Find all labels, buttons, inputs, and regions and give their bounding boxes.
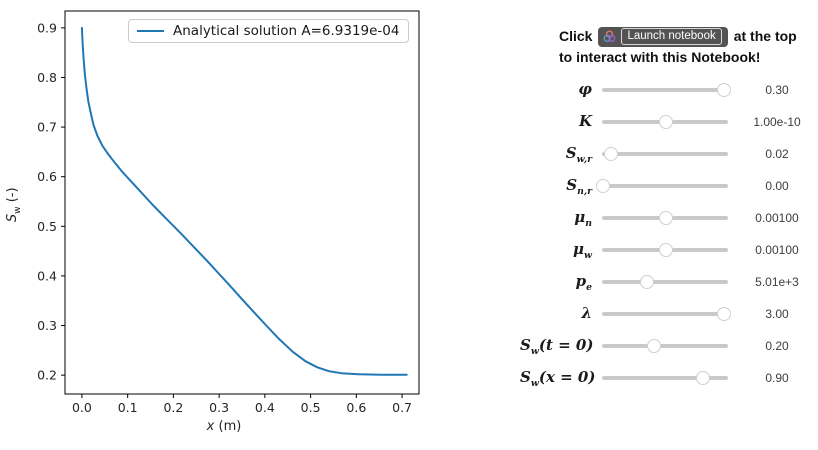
slider-handle[interactable]: [659, 243, 674, 257]
svg-text:0.9: 0.9: [37, 20, 57, 35]
svg-text:0.2: 0.2: [163, 400, 183, 415]
slider-label: K: [578, 111, 592, 130]
svg-text:0.2: 0.2: [37, 368, 57, 383]
svg-text:0.0: 0.0: [72, 400, 92, 415]
y-axis-label-unit: (-): [5, 187, 21, 207]
slider-row: K 1.00e-10: [520, 106, 818, 138]
slider-label: Sw(x = 0): [520, 367, 596, 389]
svg-text:0.7: 0.7: [37, 120, 57, 135]
slider-row: φ 0.30: [520, 74, 818, 106]
hint-line-2: to interact with this Notebook!: [559, 49, 761, 65]
svg-text:0.1: 0.1: [118, 400, 138, 415]
slider-handle[interactable]: [695, 371, 710, 385]
svg-text:0.7: 0.7: [392, 400, 412, 415]
slider-track[interactable]: [602, 211, 728, 225]
slider-value: 3.00: [765, 307, 789, 321]
slider-track[interactable]: [602, 371, 728, 385]
svg-text:0.4: 0.4: [37, 268, 57, 283]
slider-track[interactable]: [602, 307, 732, 321]
svg-text:0.5: 0.5: [37, 219, 57, 234]
slider-label: Sw(t = 0): [520, 335, 594, 357]
slider-track[interactable]: [602, 275, 728, 289]
slider-value: 1.00e-10: [753, 115, 801, 129]
slider-label: Sw,r: [565, 143, 592, 165]
svg-text:0.3: 0.3: [37, 318, 57, 333]
slider-row: λ 3.00: [520, 298, 818, 330]
analytical-solution-figure: 0.0 0.1 0.2 0.3 0.4 0.5 0.6 0.7 0.2 0.3 0.4 0.5 0.6 0…: [5, 10, 434, 434]
legend-line-sample: [137, 30, 164, 32]
parameter-sliders: φ 0.30 K 1.00e-10 Sw,r 0.02 Sn,r 0.00 μn…: [520, 74, 818, 394]
launch-notebook-badge[interactable]: Launch notebook: [598, 26, 728, 47]
slider-value: 0.30: [765, 83, 789, 97]
slider-handle[interactable]: [659, 115, 674, 129]
slider-track[interactable]: [602, 115, 728, 129]
slider-handle[interactable]: [646, 339, 661, 353]
slider-row: Sw,r 0.02: [520, 138, 818, 170]
slider-row: Sw(x = 0) 0.90: [520, 362, 818, 394]
hint-click-suffix: at the top: [733, 28, 797, 44]
slider-value: 0.00100: [755, 211, 799, 225]
x-axis-label-var: x: [206, 419, 215, 434]
legend-entry-label: Analytical solution A=6.9319e-04: [173, 23, 400, 39]
slider-label: pe: [575, 271, 592, 293]
slider-value: 0.00: [765, 179, 789, 193]
svg-text:0.5: 0.5: [301, 400, 321, 415]
slider-handle[interactable]: [603, 147, 618, 161]
slider-value: 0.90: [765, 371, 789, 385]
slider-label: φ: [578, 79, 592, 98]
slider-value: 0.00100: [755, 243, 799, 257]
y-axis-label-sub: w: [12, 206, 23, 214]
slider-label: λ: [581, 303, 592, 322]
notebook-hint-text: Click Launch notebook at the top to inte…: [559, 26, 809, 68]
svg-text:0.6: 0.6: [346, 400, 366, 415]
hint-line-1: Click Launch notebook at the top: [559, 26, 809, 47]
slider-handle[interactable]: [717, 83, 732, 97]
slider-track[interactable]: [602, 147, 728, 161]
launch-notebook-badge-label: Launch notebook: [621, 28, 722, 45]
svg-text:0.6: 0.6: [37, 169, 57, 184]
slider-row: Sn,r 0.00: [520, 170, 818, 202]
x-axis-label: x (m): [14, 419, 434, 434]
slider-handle[interactable]: [659, 211, 674, 225]
plot-legend: Analytical solution A=6.9319e-04: [128, 19, 410, 43]
slider-track[interactable]: [602, 243, 728, 257]
slider-label: μn: [574, 207, 592, 229]
slider-track[interactable]: [602, 339, 728, 353]
slider-row: pe 5.01e+3: [520, 266, 818, 298]
slider-row: μn 0.00100: [520, 202, 818, 234]
slider-value: 0.20: [765, 339, 789, 353]
slider-handle[interactable]: [595, 179, 610, 193]
line-chart: 0.0 0.1 0.2 0.3 0.4 0.5 0.6 0.7 0.2 0.3 0.4 0.5 0.6 0…: [37, 10, 420, 415]
svg-text:0.3: 0.3: [209, 400, 229, 415]
slider-value: 5.01e+3: [755, 275, 799, 289]
y-axis-label-var: S: [5, 213, 21, 223]
slider-handle[interactable]: [717, 307, 732, 321]
slider-row: μw 0.00100: [520, 234, 818, 266]
slider-handle[interactable]: [640, 275, 655, 289]
slider-label: Sn,r: [566, 175, 592, 197]
x-axis-label-unit: (m): [214, 419, 242, 434]
slider-track[interactable]: [602, 83, 732, 97]
binder-logo-icon: [604, 30, 616, 42]
svg-text:0.4: 0.4: [255, 400, 275, 415]
slider-label: μw: [573, 239, 592, 261]
slider-track[interactable]: [595, 179, 728, 193]
svg-text:0.8: 0.8: [37, 70, 57, 85]
slider-value: 0.02: [765, 147, 789, 161]
hint-click-prefix: Click: [559, 28, 593, 44]
y-axis-label: Sw (-): [5, 145, 23, 265]
slider-row: Sw(t = 0) 0.20: [520, 330, 818, 362]
